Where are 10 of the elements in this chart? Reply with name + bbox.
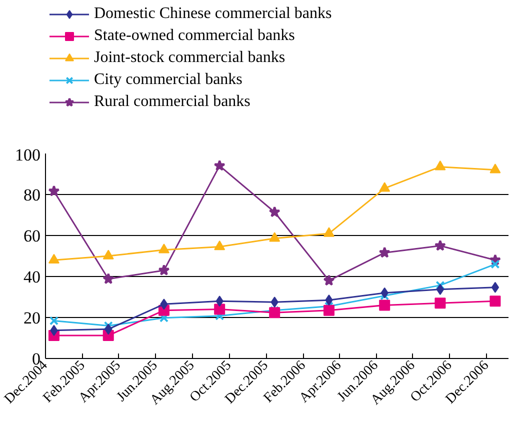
legend-label: State-owned commercial banks — [94, 27, 295, 45]
legend-label: Domestic Chinese commercial banks — [94, 5, 332, 23]
legend-label: Rural commercial banks — [94, 93, 250, 111]
y-tick-label: 80 — [24, 186, 40, 204]
legend-label: Joint-stock commercial banks — [94, 49, 286, 67]
y-tick-label: 60 — [24, 226, 40, 246]
y-tick-label: 20 — [24, 308, 40, 328]
y-tick-label: 40 — [24, 268, 40, 286]
y-tick-label: 100 — [15, 146, 40, 164]
legend-label: City commercial banks — [94, 71, 242, 89]
